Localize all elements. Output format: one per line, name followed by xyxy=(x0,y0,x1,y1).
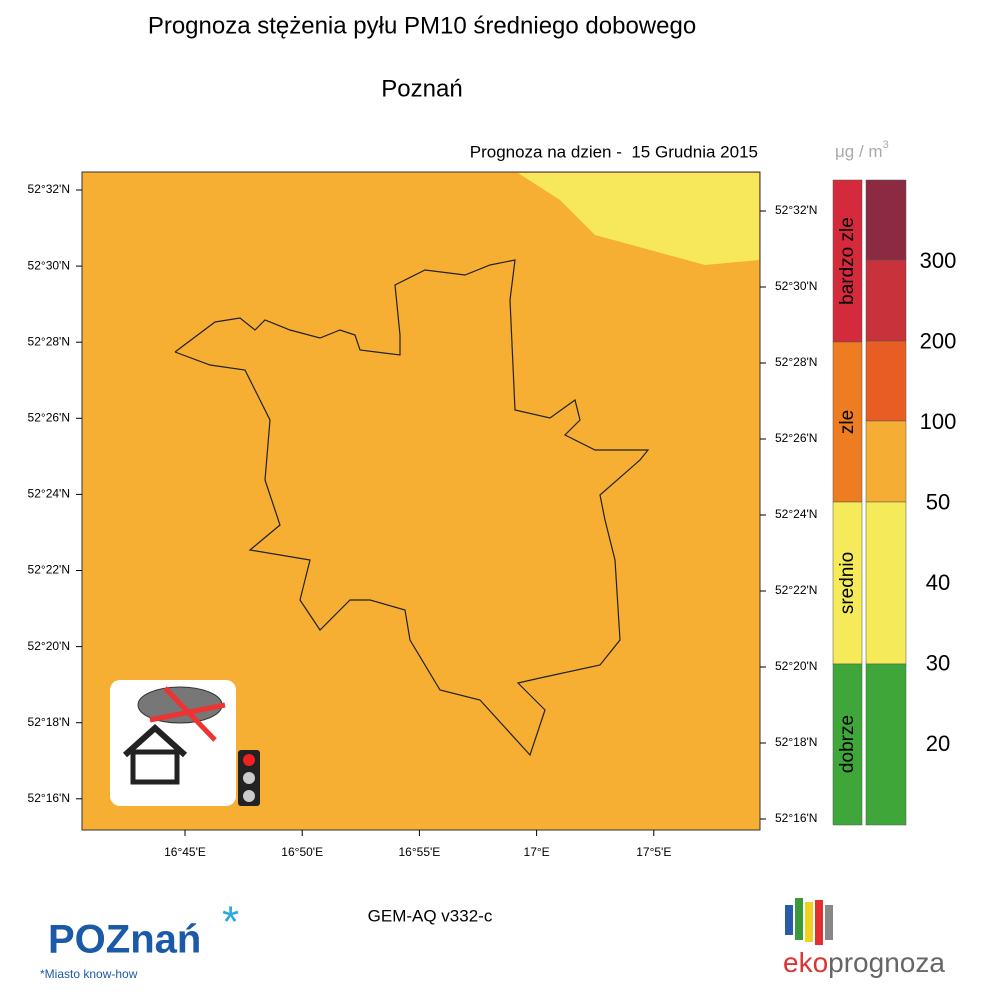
unit: μg / m3 xyxy=(835,139,889,162)
legend-band xyxy=(832,341,863,503)
lat-label: 52°16'N xyxy=(775,811,817,825)
lat-label: 52°24'N xyxy=(28,487,70,501)
bar-icon xyxy=(805,902,813,942)
category-label: dobrze xyxy=(837,715,858,773)
lat-label: 52°32'N xyxy=(28,182,70,196)
category-label: bardzo zle xyxy=(837,217,858,305)
scale-label: 40 xyxy=(926,570,950,595)
light xyxy=(243,772,255,784)
scale-band xyxy=(865,420,907,503)
bar-icon xyxy=(785,905,793,935)
light xyxy=(243,790,255,802)
scale-label: 200 xyxy=(920,328,957,353)
lat-label: 52°30'N xyxy=(775,279,817,293)
legend-band xyxy=(832,663,863,826)
lon-label: 16°55'E xyxy=(399,845,441,859)
unit-base: μg / m xyxy=(835,142,883,161)
house xyxy=(130,749,180,785)
scale-band xyxy=(865,179,907,261)
bar-icon xyxy=(815,900,823,945)
category-label: srednio xyxy=(837,552,858,614)
scale-band xyxy=(865,663,907,826)
bar-icon xyxy=(795,898,803,940)
logo-star: * xyxy=(222,898,239,947)
lat-label: 52°30'N xyxy=(28,258,70,272)
roof xyxy=(122,723,188,758)
scale-label: 20 xyxy=(926,731,950,756)
lon-label: 16°45'E xyxy=(164,845,206,859)
legend xyxy=(832,179,907,826)
yellow-zone xyxy=(518,173,759,265)
logo-left: POZnań xyxy=(48,918,201,962)
title: Prognoza stężenia pyłu PM10 średniego do… xyxy=(148,12,696,39)
scale-band xyxy=(865,259,907,342)
lat-label: 52°18'N xyxy=(28,715,70,729)
cross xyxy=(163,686,217,742)
lat-label: 52°22'N xyxy=(775,583,817,597)
scale-label: 30 xyxy=(926,650,950,675)
logo-eko: eko xyxy=(783,947,828,978)
logo-prognoza: prognoza xyxy=(828,947,945,978)
lat-label: 52°24'N xyxy=(775,507,817,521)
scale-label: 50 xyxy=(926,489,950,514)
lon-label: 17°5'E xyxy=(636,845,671,859)
scale-label: 300 xyxy=(920,248,957,273)
category-label: zle xyxy=(837,410,858,434)
lat-label: 52°20'N xyxy=(28,639,70,653)
lon-label: 17°E xyxy=(524,845,550,859)
bar-icon xyxy=(825,905,833,940)
lat-label: 52°18'N xyxy=(775,735,817,749)
model: GEM-AQ v332-c xyxy=(368,906,493,925)
lat-label: 52°28'N xyxy=(775,355,817,369)
date: Prognoza na dzien - 15 Grudnia 2015 xyxy=(470,142,758,161)
icon xyxy=(110,680,260,806)
scale-band xyxy=(865,340,907,422)
lat-label: 52°26'N xyxy=(28,410,70,424)
unit-exp: 3 xyxy=(883,139,889,151)
legend-band xyxy=(832,501,863,665)
lat-label: 52°28'N xyxy=(28,334,70,348)
subtitle: Poznań xyxy=(381,75,462,102)
scale-label: 100 xyxy=(920,409,957,434)
lat-label: 52°32'N xyxy=(775,203,817,217)
lon-label: 16°50'E xyxy=(281,845,323,859)
tagline: *Miasto know-how xyxy=(40,967,138,981)
legend-band xyxy=(832,179,863,343)
lat-label: 52°16'N xyxy=(28,791,70,805)
light xyxy=(243,754,255,766)
lat-label: 52°20'N xyxy=(775,659,817,673)
logo-right: ekoprognoza xyxy=(783,947,945,978)
lat-label: 52°22'N xyxy=(28,563,70,577)
eko-bars xyxy=(785,898,833,945)
scale-band xyxy=(865,501,907,665)
lat-label: 52°26'N xyxy=(775,431,817,445)
city-outline xyxy=(174,259,650,757)
